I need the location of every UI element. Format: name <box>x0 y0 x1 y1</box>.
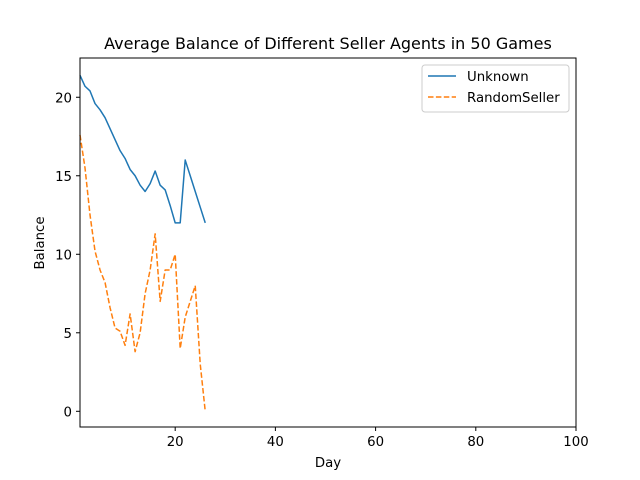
x-tick-label: 40 <box>267 435 284 450</box>
y-tick-label: 15 <box>55 170 72 185</box>
x-axis: 20 40 60 80 100 <box>167 427 589 450</box>
chart-title: Average Balance of Different Seller Agen… <box>104 34 552 53</box>
series-line-1 <box>79 74 206 224</box>
legend-label-1: Unknown <box>467 70 529 85</box>
y-tick-label: 5 <box>64 327 72 342</box>
plot-frame <box>79 57 577 428</box>
legend-box <box>421 64 570 113</box>
x-tick-label: 20 <box>167 435 184 450</box>
x-axis-title: Day <box>315 456 341 471</box>
x-tick-label: 100 <box>563 435 588 450</box>
y-axis-title: Balance <box>33 216 48 269</box>
series-layer <box>79 74 206 412</box>
x-tick-label: 60 <box>367 435 384 450</box>
y-tick-label: 0 <box>64 405 72 420</box>
x-tick-label: 80 <box>467 435 484 450</box>
legend: Unknown RandomSeller <box>421 64 570 113</box>
y-tick-label: 10 <box>55 248 72 263</box>
y-tick-label: 20 <box>55 91 72 106</box>
y-axis: 0 5 10 15 20 <box>55 91 80 420</box>
series-line-2 <box>79 134 206 412</box>
legend-label-2: RandomSeller <box>467 91 560 106</box>
